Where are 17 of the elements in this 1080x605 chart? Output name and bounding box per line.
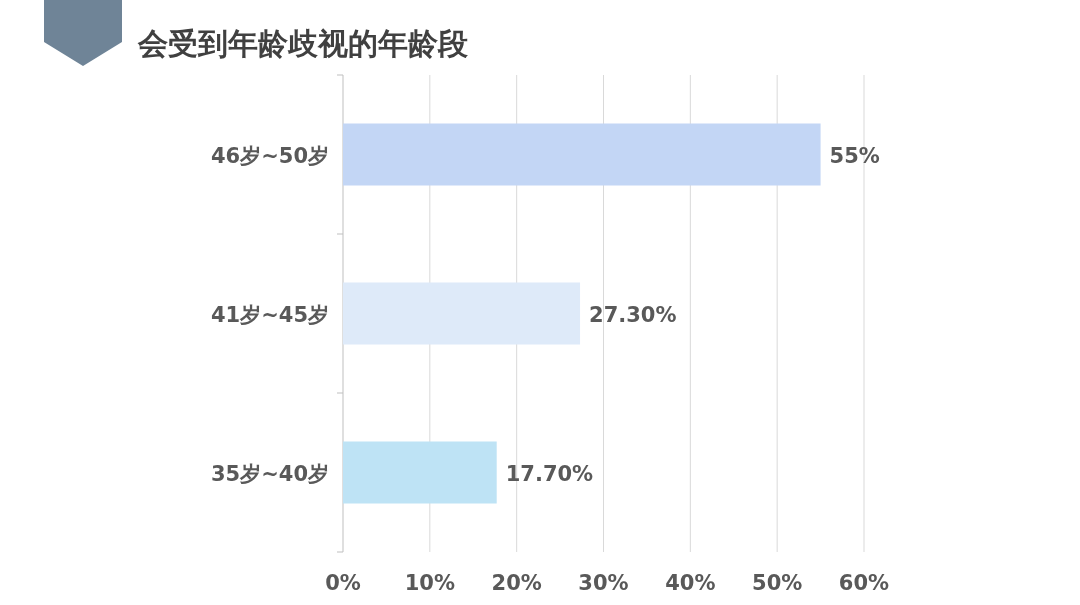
y-tick-label: 35岁~40岁 <box>210 461 329 486</box>
x-tick-label: 30% <box>578 571 629 595</box>
chart-title: 会受到年龄歧视的年龄段 <box>137 26 468 61</box>
x-tick-label: 20% <box>491 571 542 595</box>
x-tick-label: 60% <box>838 571 890 595</box>
x-tick-label: 40% <box>665 571 716 595</box>
bar <box>343 123 821 186</box>
data-label: 17.70% <box>505 461 594 486</box>
data-label: 55% <box>829 143 880 168</box>
x-tick-label: 0% <box>325 571 361 595</box>
bar <box>343 282 581 345</box>
x-tick-label: 10% <box>404 571 455 595</box>
y-tick-label: 46岁~50岁 <box>210 143 329 168</box>
bar <box>343 441 497 504</box>
data-label: 27.30% <box>589 302 677 327</box>
y-tick-label: 41岁~45岁 <box>210 302 329 327</box>
x-tick-label: 50% <box>752 571 803 595</box>
